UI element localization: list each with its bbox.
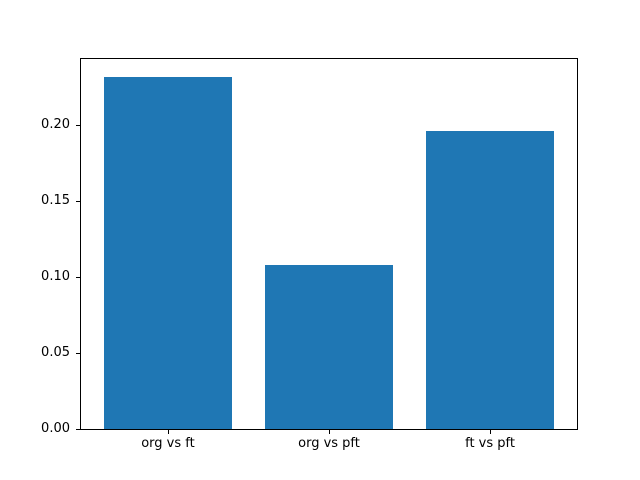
bar-org-vs-pft	[264, 264, 394, 429]
y-tick-label-0.05: 0.05	[41, 345, 70, 361]
y-tick-label-0.20: 0.20	[41, 117, 70, 133]
y-tick-mark-0.15	[76, 201, 80, 203]
y-tick-label-0.00: 0.00	[41, 421, 70, 436]
x-tick-mark-org-vs-ft	[167, 430, 169, 434]
y-tick-mark-0.05	[76, 353, 80, 355]
bar-ft-vs-pft	[425, 131, 555, 429]
y-tick-mark-0.20	[76, 125, 80, 127]
x-tick-mark-ft-vs-pft	[490, 430, 492, 434]
plot-area	[80, 58, 578, 430]
y-tick-mark-0.00	[76, 429, 80, 430]
y-tick-mark-0.10	[76, 277, 80, 279]
x-tick-label-org-vs-ft: org vs ft	[141, 436, 195, 451]
bar-org-vs-ft	[103, 76, 233, 429]
x-tick-label-org-vs-pft: org vs pft	[298, 436, 360, 451]
x-tick-mark-org-vs-pft	[329, 430, 330, 434]
x-tick-label-ft-vs-pft: ft vs pft	[465, 436, 515, 451]
y-tick-label-0.15: 0.15	[41, 193, 70, 209]
y-tick-label-0.10: 0.10	[41, 269, 70, 285]
